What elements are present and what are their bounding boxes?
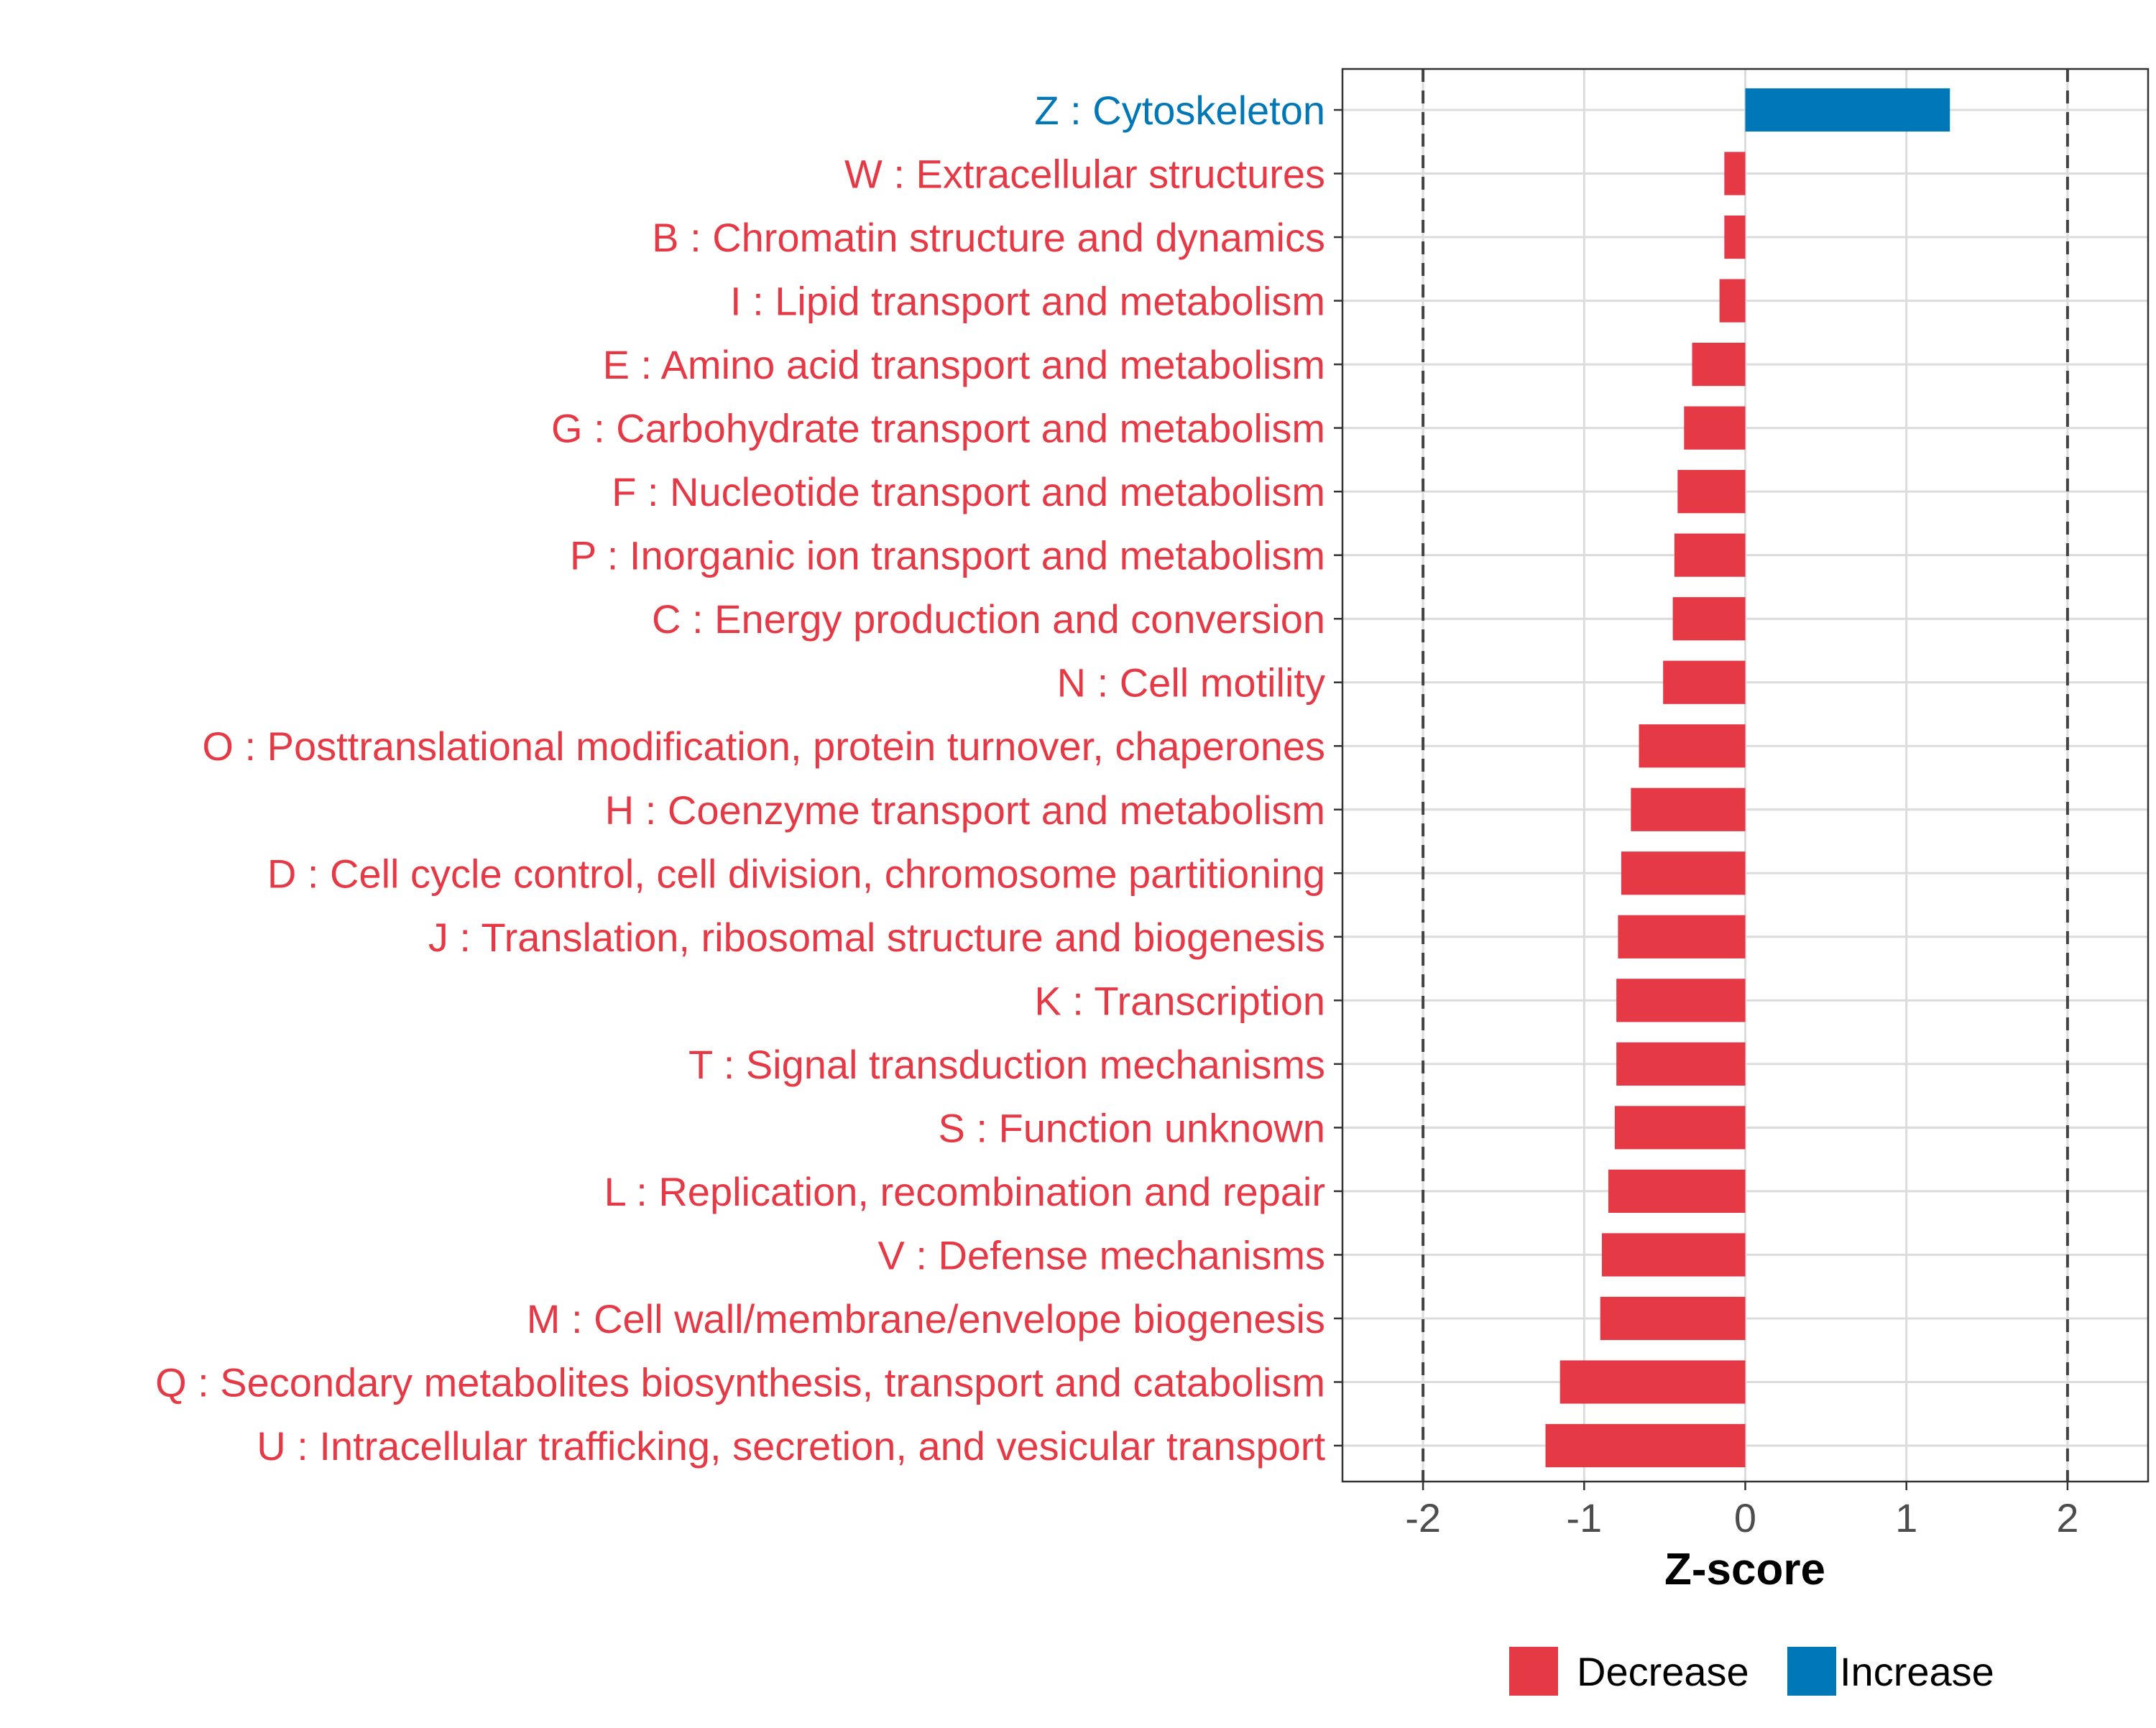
y-label-q: Q : Secondary metabolites biosynthesis, … <box>155 1359 1325 1405</box>
bar-m <box>1600 1296 1746 1341</box>
bar-i <box>1719 279 1746 323</box>
y-label-w: W : Extracellular structures <box>844 152 1325 197</box>
bar-d <box>1621 851 1746 895</box>
y-label-h: H : Coenzyme transport and metabolism <box>605 787 1325 833</box>
bar-z <box>1745 88 1950 132</box>
y-label-e: E : Amino acid transport and metabolism <box>603 342 1325 387</box>
bar-o <box>1639 724 1746 768</box>
bar-u <box>1545 1423 1746 1468</box>
y-label-f: F : Nucleotide transport and metabolism <box>612 469 1325 514</box>
y-label-l: L : Replication, recombination and repai… <box>604 1169 1325 1214</box>
y-axis-labels: Z : Cytoskeleton W : Extracellular struct… <box>155 88 1325 1469</box>
y-label-s: S : Function unknown <box>938 1105 1325 1150</box>
y-axis-ticks <box>1334 108 1342 1447</box>
y-label-t: T : Signal transduction mechanisms <box>688 1042 1325 1087</box>
bar-k <box>1616 979 1746 1022</box>
y-label-v: V : Defense mechanisms <box>878 1232 1325 1277</box>
bar-s <box>1614 1106 1746 1150</box>
x-tick-label: 2 <box>2056 1495 2078 1540</box>
bar-j <box>1618 915 1746 958</box>
x-tick-label: 1 <box>1895 1495 1917 1540</box>
legend-label-increase: Increase <box>1840 1649 1994 1694</box>
y-label-z: Z : Cytoskeleton <box>1034 88 1325 133</box>
bar-h <box>1631 787 1746 831</box>
y-label-m: M : Cell wall/membrane/envelope biogenes… <box>527 1296 1325 1341</box>
legend: Decrease Increase <box>1509 1647 1994 1696</box>
legend-swatch-increase <box>1787 1647 1836 1696</box>
bar-p <box>1674 533 1746 577</box>
y-label-j: J : Translation, ribosomal structure and… <box>428 915 1325 960</box>
bar-w <box>1724 152 1746 195</box>
bar-g <box>1684 406 1746 450</box>
y-label-u: U : Intracellular trafficking, secretion… <box>257 1423 1325 1469</box>
bar-e <box>1692 342 1746 387</box>
y-label-n: N : Cell motility <box>1057 660 1325 706</box>
x-tick-label: -2 <box>1405 1495 1441 1540</box>
y-label-k: K : Transcription <box>1034 978 1325 1023</box>
x-axis-labels: -2 -1 0 1 2 <box>1405 1495 2078 1540</box>
legend-label-decrease: Decrease <box>1577 1649 1749 1694</box>
x-axis-ticks <box>1422 1482 2069 1490</box>
y-label-o: O : Posttranslational modification, prot… <box>202 724 1325 769</box>
y-label-b: B : Chromatin structure and dynamics <box>652 215 1325 260</box>
y-label-i: I : Lipid transport and metabolism <box>730 279 1325 324</box>
bar-q <box>1560 1360 1746 1404</box>
bars <box>1545 88 1950 1468</box>
bar-v <box>1601 1233 1746 1277</box>
x-axis-title: Z-score <box>1664 1545 1825 1594</box>
x-tick-label: -1 <box>1566 1495 1602 1540</box>
y-label-d: D : Cell cycle control, cell division, c… <box>267 851 1325 896</box>
bar-c <box>1672 597 1746 641</box>
y-label-c: C : Energy production and conversion <box>652 596 1325 642</box>
legend-swatch-decrease <box>1509 1647 1558 1696</box>
bar-l <box>1608 1169 1746 1214</box>
x-tick-label: 0 <box>1734 1495 1756 1540</box>
y-label-p: P : Inorganic ion transport and metaboli… <box>570 533 1325 578</box>
bar-n <box>1663 660 1746 704</box>
bar-b <box>1724 215 1746 259</box>
bar-f <box>1677 470 1746 514</box>
y-label-g: G : Carbohydrate transport and metabolis… <box>551 406 1325 451</box>
bar-t <box>1616 1042 1746 1086</box>
